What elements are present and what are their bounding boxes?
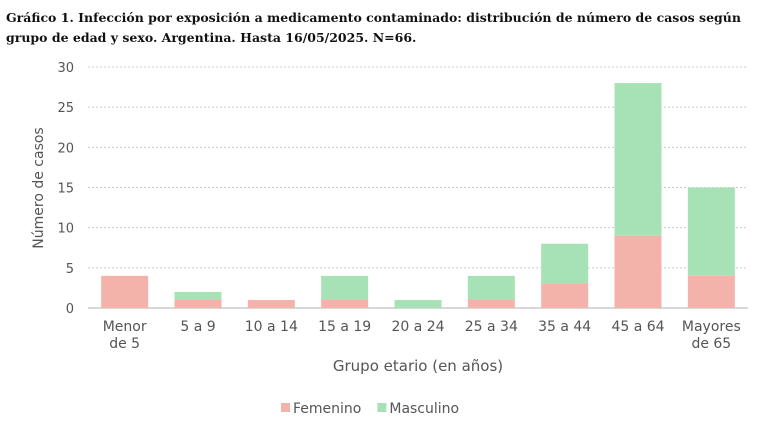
y-tick-label: 0 xyxy=(66,302,74,317)
y-tick-label: 5 xyxy=(66,262,74,277)
bar-femenino xyxy=(614,235,662,308)
x-tick-label: de 65 xyxy=(691,336,731,352)
y-tick-label: 25 xyxy=(57,101,74,116)
bar-masculino xyxy=(467,275,515,300)
y-tick-label: 15 xyxy=(57,182,74,197)
bar-femenino xyxy=(247,299,295,308)
y-tick-label: 10 xyxy=(57,222,74,237)
legend-label: Masculino xyxy=(389,401,459,417)
bar-masculino xyxy=(174,291,222,300)
x-tick-label: 15 a 19 xyxy=(318,319,371,335)
bar-femenino xyxy=(174,299,222,308)
x-tick-label: 20 a 24 xyxy=(391,319,444,335)
x-tick-label: 5 a 9 xyxy=(180,319,215,335)
x-tick-label: 45 a 64 xyxy=(611,319,664,335)
legend-swatch xyxy=(377,403,387,412)
bar-masculino xyxy=(541,243,589,284)
bar-masculino xyxy=(614,83,662,236)
bar-masculino xyxy=(321,275,369,300)
x-tick-label: Mayores xyxy=(682,319,741,335)
legend-label: Femenino xyxy=(293,401,361,417)
bar-femenino xyxy=(467,299,515,308)
bar-masculino xyxy=(394,299,442,308)
x-tick-label: de 5 xyxy=(109,336,140,352)
y-axis-label: Número de casos xyxy=(31,127,47,248)
x-tick-label: 25 a 34 xyxy=(465,319,518,335)
chart-title: Gráfico 1. Infección por exposición a me… xyxy=(6,10,741,45)
x-tick-label: 35 a 44 xyxy=(538,319,591,335)
bar-femenino xyxy=(541,283,589,308)
x-tick-label: 10 a 14 xyxy=(245,319,298,335)
bar-femenino xyxy=(321,299,369,308)
y-tick-label: 30 xyxy=(57,61,74,76)
bar-femenino xyxy=(687,275,735,308)
bar-femenino xyxy=(101,275,149,308)
legend-swatch xyxy=(281,403,290,412)
x-tick-label: Menor xyxy=(103,319,147,335)
x-axis-label: Grupo etario (en años) xyxy=(333,357,503,375)
bar-masculino xyxy=(687,187,735,276)
y-tick-label: 20 xyxy=(57,141,74,156)
